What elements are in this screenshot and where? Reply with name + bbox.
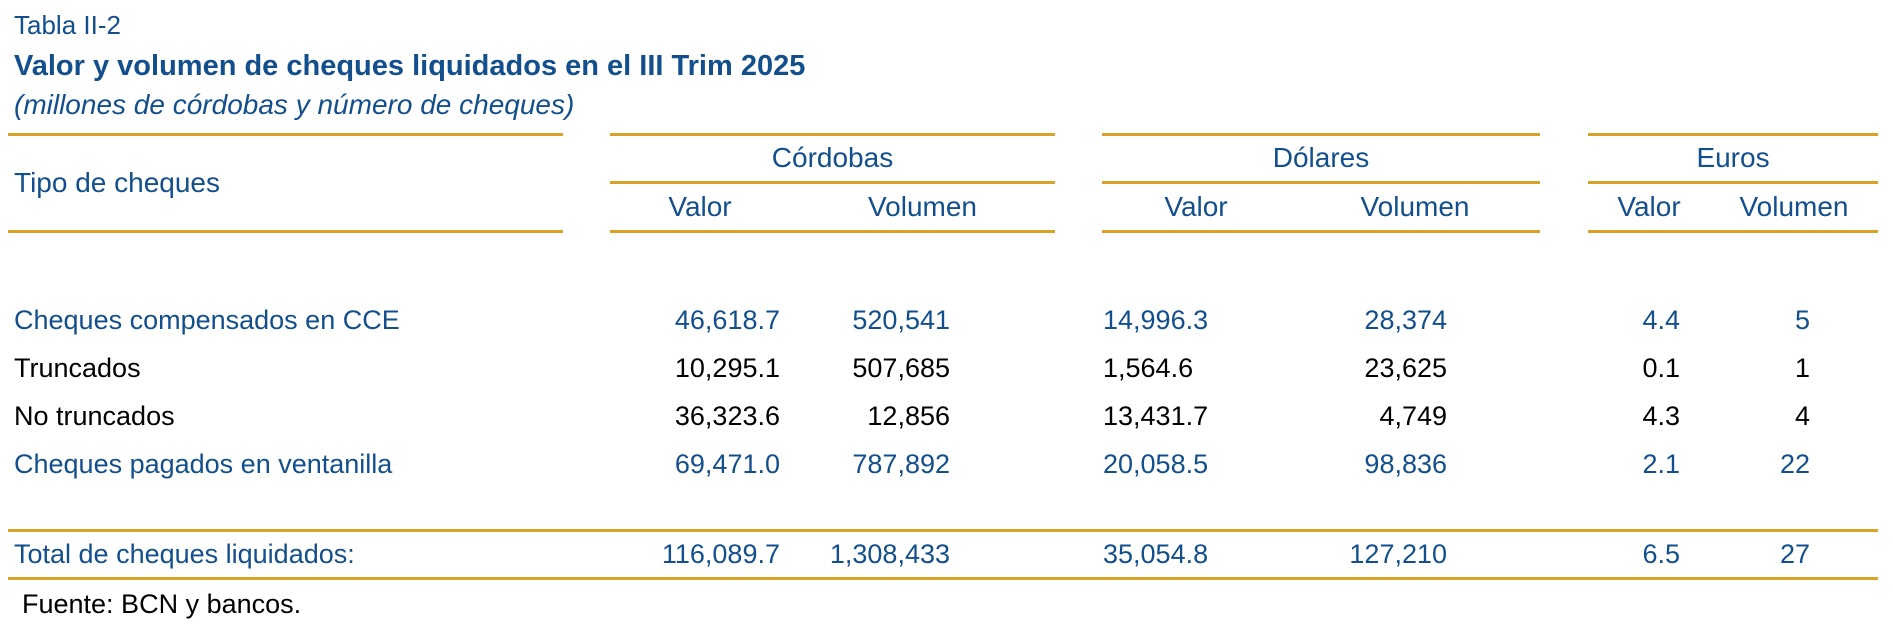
cell-euros-volumen: 5 [1794, 305, 1811, 336]
cell-euros-valor: 0.1 [1642, 353, 1681, 384]
row-label: Truncados [14, 353, 141, 384]
cell-dolares-valor: 1,564.6 [1103, 353, 1194, 384]
group-header-row: Tipo de cheques Córdobas Dólares Euros [8, 132, 1879, 233]
cell-dolares-volumen: 28,374 [1364, 305, 1448, 336]
spacer-row [8, 231, 1878, 297]
total-cordobas-volumen: 1,308,433 [790, 528, 1055, 580]
column-gap [563, 345, 610, 393]
row-label: Cheques pagados en ventanilla [14, 449, 393, 480]
total-row: Total de cheques liquidados: 116,089.7 1… [8, 528, 1879, 580]
column-gap [1540, 393, 1588, 441]
cell-cordobas-volumen: 507,685 [852, 353, 950, 384]
total-cordobas-valor: 116,089.7 [610, 528, 790, 580]
cell-dolares-valor: 13,431.7 [1103, 401, 1209, 432]
cell-dolares-valor: 14,996.3 [1103, 305, 1209, 336]
total-euros-volumen: 27 [1710, 528, 1879, 580]
column-gap [1540, 441, 1588, 489]
column-gap [563, 528, 610, 580]
cell-dolares-valor: 20,058.5 [1103, 449, 1209, 480]
cell-dolares-volumen: 23,625 [1364, 353, 1448, 384]
column-gap [563, 393, 610, 441]
cell-euros-valor: 4.4 [1642, 305, 1681, 336]
column-gap [1540, 297, 1588, 345]
column-gap [1055, 345, 1102, 393]
column-gap [1055, 528, 1102, 580]
column-gap [563, 441, 610, 489]
subheader-cordobas-volumen: Volumen [790, 182, 1055, 233]
column-gap [1055, 441, 1102, 489]
subheader-dolares-valor: Valor [1102, 182, 1290, 233]
cell-euros-valor: 2.1 [1642, 449, 1681, 480]
cell-cordobas-valor: 36,323.6 [674, 401, 780, 432]
total-euros-valor: 6.5 [1588, 528, 1711, 580]
group-header-cordobas: Córdobas [610, 132, 1055, 184]
title-block: Tabla II-2 Valor y volumen de cheques li… [14, 8, 1893, 122]
cell-dolares-volumen: 4,749 [1379, 401, 1448, 432]
subheader-dolares-volumen: Volumen [1290, 182, 1541, 233]
total-dolares-valor: 35,054.8 [1102, 528, 1290, 580]
cell-euros-volumen: 1 [1794, 353, 1811, 384]
subheader-cordobas-valor: Valor [610, 182, 790, 233]
cell-euros-volumen: 4 [1794, 401, 1811, 432]
cell-cordobas-valor: 69,471.0 [674, 449, 780, 480]
column-gap [563, 297, 610, 345]
table-row-no-truncados: No truncados 36,323.6 12,856 13,431.7 4,… [8, 393, 1878, 441]
row-label: No truncados [14, 401, 175, 432]
table-number: Tabla II-2 [14, 10, 121, 40]
spacer-row [8, 489, 1878, 531]
column-gap [1540, 134, 1588, 231]
column-gap [1055, 134, 1102, 231]
column-header-tipo-de-cheques: Tipo de cheques [8, 132, 563, 233]
group-header-dolares: Dólares [1102, 132, 1541, 184]
cell-cordobas-volumen: 787,892 [852, 449, 950, 480]
total-label: Total de cheques liquidados: [8, 528, 563, 580]
source-note: Fuente: BCN y bancos. [22, 588, 302, 619]
cell-euros-volumen: 22 [1779, 449, 1811, 480]
column-gap [563, 134, 610, 231]
table-title: Valor y volumen de cheques liquidados en… [14, 50, 806, 83]
column-gap [1055, 297, 1102, 345]
cell-cordobas-volumen: 520,541 [852, 305, 950, 336]
table-row-cheques-compensados: Cheques compensados en CCE 46,618.7 520,… [8, 297, 1878, 345]
subheader-euros-volumen: Volumen [1710, 182, 1879, 233]
subheader-euros-valor: Valor [1588, 182, 1711, 233]
column-gap [1055, 393, 1102, 441]
cell-euros-valor: 4.3 [1642, 401, 1681, 432]
table-row-truncados: Truncados 10,295.1 507,685 1,564.6 23,62… [8, 345, 1878, 393]
group-header-euros: Euros [1588, 132, 1879, 184]
row-label: Cheques compensados en CCE [14, 305, 400, 336]
cell-cordobas-valor: 10,295.1 [674, 353, 780, 384]
column-gap [1540, 345, 1588, 393]
total-dolares-volumen: 127,210 [1290, 528, 1541, 580]
table-subtitle: (millones de córdobas y número de cheque… [14, 89, 575, 121]
cell-cordobas-valor: 46,618.7 [674, 305, 780, 336]
table-row-cheques-ventanilla: Cheques pagados en ventanilla 69,471.0 7… [8, 441, 1878, 489]
cell-dolares-volumen: 98,836 [1364, 449, 1448, 480]
column-gap [1540, 528, 1589, 580]
sub-header-row: Valor Volumen Valor Volumen Valor Volume… [8, 182, 1879, 233]
cheques-table: Tipo de cheques Córdobas Dólares Euros V… [8, 132, 1879, 580]
cell-cordobas-volumen: 12,856 [867, 401, 950, 432]
